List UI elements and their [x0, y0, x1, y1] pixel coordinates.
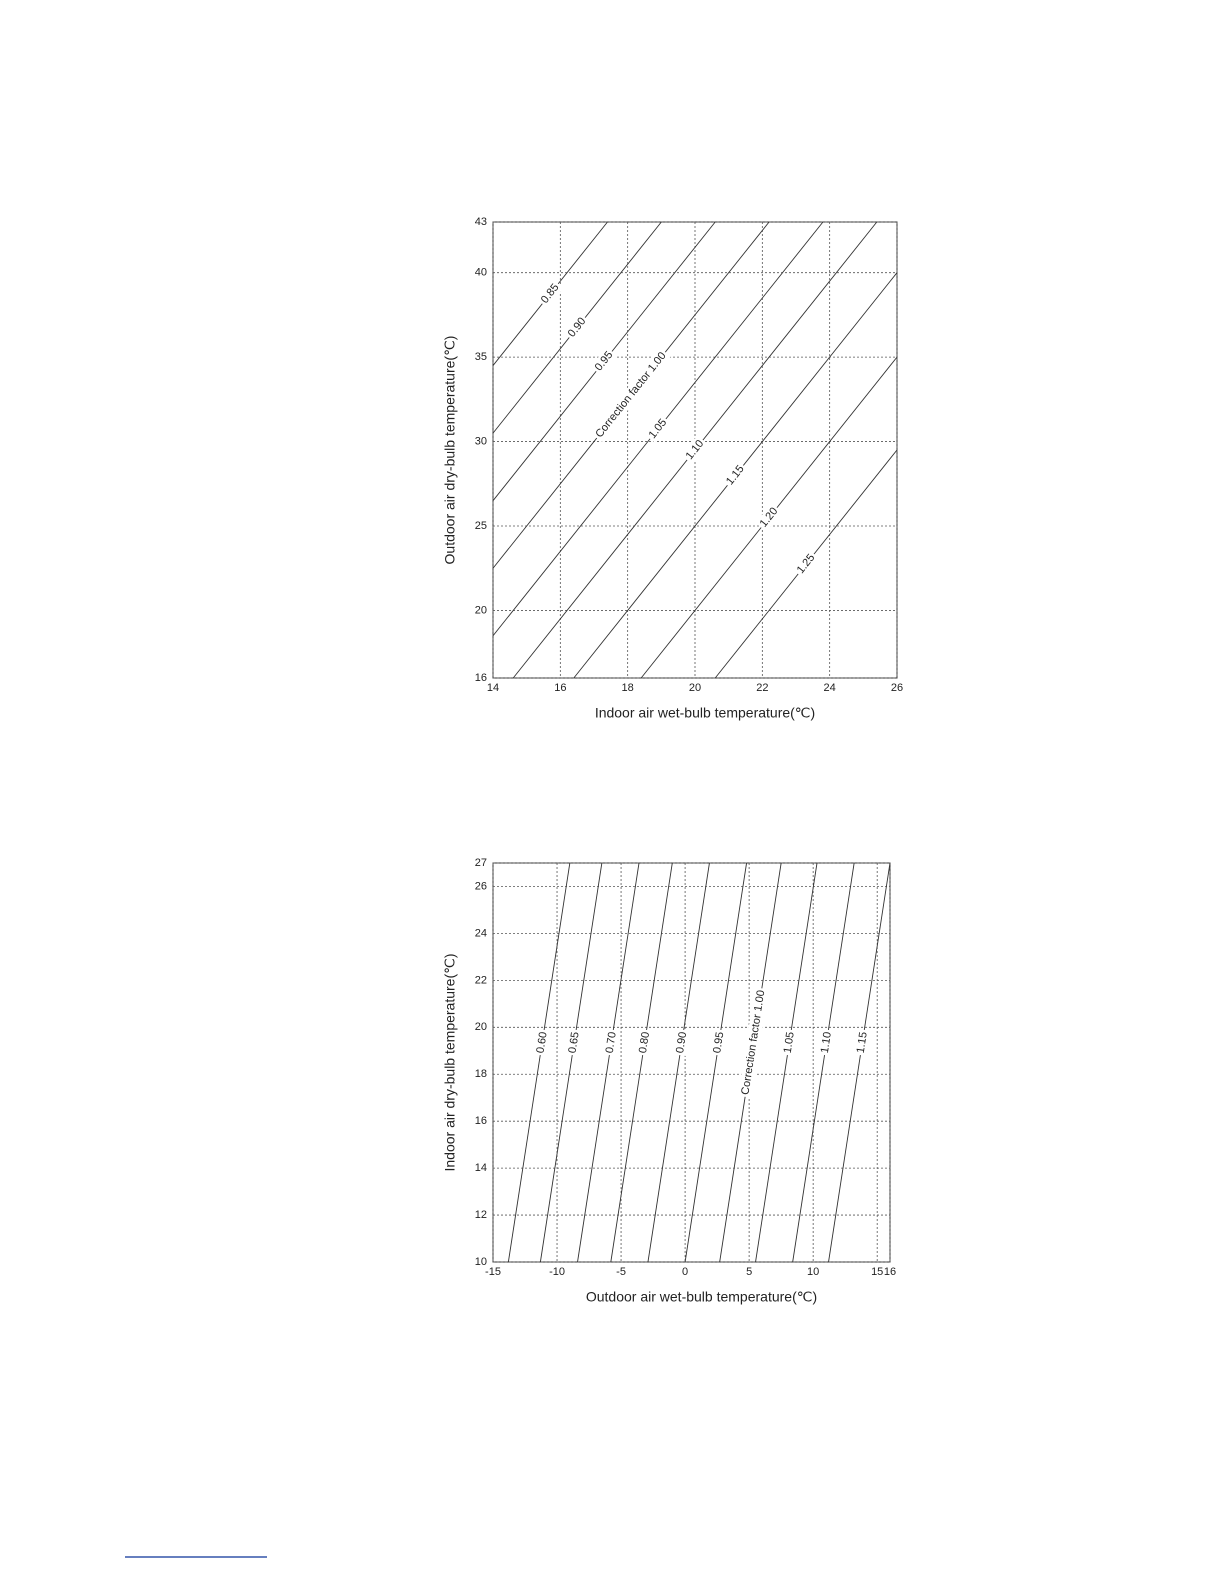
x-tick-label: 5	[746, 1266, 752, 1278]
label-background	[792, 549, 820, 579]
label-background	[817, 1028, 836, 1057]
line-label-group: 1.05	[780, 1028, 799, 1057]
correction-line	[647, 862, 710, 1263]
x-tick-label: -15	[485, 1266, 501, 1278]
correction-line	[792, 862, 855, 1263]
x-tick-label: 20	[689, 682, 701, 694]
line-label: 0.95	[711, 1031, 726, 1054]
x-tick-label: 16	[884, 1266, 896, 1278]
x-tick-label: 22	[756, 682, 768, 694]
y-tick-label: 18	[475, 1068, 487, 1080]
y-tick-label: 35	[475, 351, 487, 363]
correction-line	[828, 862, 891, 1263]
y-tick-label: 24	[475, 927, 487, 939]
line-label: 0.70	[604, 1031, 619, 1054]
x-tick-label: 18	[622, 682, 634, 694]
label-background	[536, 279, 564, 309]
label-background	[738, 987, 769, 1098]
line-label: 1.05	[782, 1031, 797, 1054]
correction-line	[507, 862, 571, 1263]
y-tick-label: 12	[475, 1209, 487, 1221]
label-background	[635, 1028, 654, 1057]
y-tick-label: 16	[475, 672, 487, 684]
line-label-group: 1.15	[853, 1028, 872, 1057]
x-tick-label: 10	[807, 1266, 819, 1278]
label-background	[533, 1028, 551, 1057]
y-tick-label: 26	[475, 880, 487, 892]
correction-line	[577, 862, 640, 1263]
line-label-group: 0.60	[533, 1028, 551, 1057]
y-tick-label: 22	[475, 974, 487, 986]
y-tick-label: 40	[475, 267, 487, 279]
y-tick-label: 30	[475, 435, 487, 447]
y-axis-title: Outdoor air dry-bulb temperature(℃)	[442, 336, 458, 565]
x-tick-label: 0	[682, 1266, 688, 1278]
line-label: 1.10	[819, 1031, 834, 1054]
y-tick-label: 20	[475, 1021, 487, 1033]
y-axis-title: Indoor air dry-bulb temperature(℃)	[442, 953, 458, 1171]
label-background	[853, 1028, 872, 1057]
line-label-group: 0.90	[672, 1028, 691, 1057]
label-background	[721, 460, 749, 490]
correction-line	[755, 862, 818, 1263]
line-label: 0.90	[674, 1031, 689, 1054]
x-tick-label: 15	[871, 1266, 883, 1278]
x-axis-title: Outdoor air wet-bulb temperature(℃)	[586, 1289, 817, 1305]
x-tick-label: -10	[549, 1266, 565, 1278]
label-background	[755, 503, 783, 532]
x-tick-label: -5	[616, 1266, 626, 1278]
correction-line	[610, 862, 673, 1263]
line-label: 0.80	[637, 1031, 652, 1054]
correction-line	[539, 862, 603, 1263]
label-background	[591, 347, 671, 443]
plot-frame	[492, 862, 891, 1263]
y-tick-label: 20	[475, 604, 487, 616]
line-label-group: 0.70	[602, 1028, 621, 1057]
label-background	[709, 1028, 728, 1057]
line-label-group: 0.65	[565, 1028, 583, 1057]
label-background	[780, 1028, 799, 1057]
x-tick-label: 14	[487, 682, 499, 694]
line-label: 0.60	[535, 1031, 550, 1054]
x-axis-title: Indoor air wet-bulb temperature(℃)	[595, 705, 815, 721]
label-background	[644, 414, 672, 444]
x-tick-label: 26	[891, 682, 903, 694]
label-background	[563, 313, 591, 342]
y-tick-label: 27	[475, 857, 487, 869]
y-tick-label: 10	[475, 1256, 487, 1268]
line-label: 0.65	[567, 1031, 582, 1054]
correction-line	[684, 862, 748, 1263]
x-tick-label: 24	[824, 682, 836, 694]
x-tick-label: 16	[554, 682, 566, 694]
label-background	[672, 1028, 691, 1057]
y-tick-label: 25	[475, 520, 487, 532]
y-tick-label: 16	[475, 1115, 487, 1127]
label-background	[681, 435, 709, 465]
line-label-group: 0.80	[635, 1028, 654, 1057]
label-background	[602, 1028, 621, 1057]
line-label: 1.15	[855, 1031, 870, 1054]
label-background	[590, 346, 618, 376]
label-background	[565, 1028, 583, 1057]
line-label-group: 1.10	[817, 1028, 836, 1057]
y-tick-label: 14	[475, 1162, 487, 1174]
line-label-group: 0.95	[709, 1028, 728, 1057]
y-tick-label: 43	[475, 216, 487, 228]
